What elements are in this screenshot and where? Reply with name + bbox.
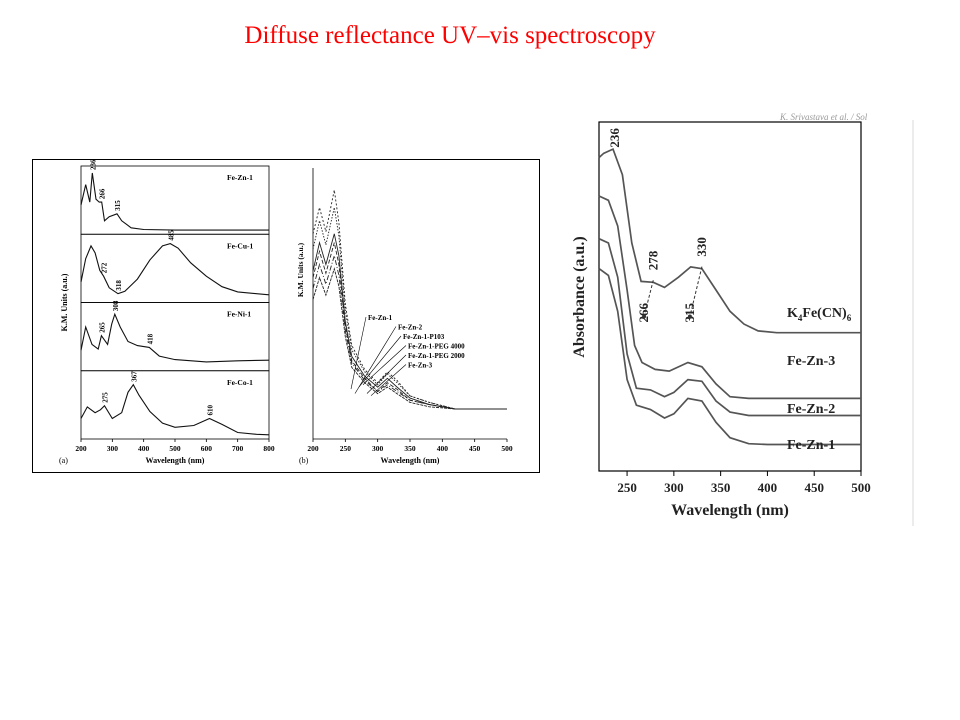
x-tick-label: 200 xyxy=(75,444,87,453)
plot-frame xyxy=(598,121,862,472)
series-line-k4fe-cn-6 xyxy=(598,147,861,334)
series-line-fe-zn-3 xyxy=(312,267,507,410)
peak-label: 236 xyxy=(89,160,97,170)
peak-arrow-head xyxy=(642,314,647,319)
series-line-fe-zn-3 xyxy=(598,195,861,400)
x-tick-label: 200 xyxy=(307,444,319,453)
series-line-fe-zn-1 xyxy=(598,267,861,446)
x-tick-label: 500 xyxy=(169,444,181,453)
slide-title: Diffuse reflectance UV–vis spectroscopy xyxy=(244,22,656,49)
legend-label-fe-zn-1-p103: Fe-Zn-1-P103 xyxy=(403,333,445,341)
header-fragment: K. Srivastava et al. / Sol xyxy=(780,112,868,122)
legend-label-fe-zn-1-peg-2000: Fe-Zn-1-PEG 2000 xyxy=(408,352,465,360)
legend-leader xyxy=(358,335,402,388)
legend-label-k4fe-cn-6: K4Fe(CN)6 xyxy=(787,306,852,323)
peak-annotation-278: 278 xyxy=(645,250,660,270)
peak-label: 485 xyxy=(167,230,175,241)
x-tick-label: 350 xyxy=(711,480,731,495)
legend-label-fe-zn-1: Fe-Zn-1 xyxy=(787,438,835,453)
peak-label: 272 xyxy=(101,262,109,273)
legend-label-fe-zn-1: Fe-Zn-1 xyxy=(368,314,393,322)
x-axis-label: Wavelength (nm) xyxy=(381,456,440,465)
legend-label-fe-zn-3: Fe-Zn-3 xyxy=(408,362,433,370)
x-axis-label: Wavelength (nm) xyxy=(671,502,789,519)
x-tick-label: 400 xyxy=(138,444,150,453)
series-line-fe-co-1 xyxy=(80,383,270,436)
peak-label: 367 xyxy=(130,371,138,382)
y-axis-label: K.M. Units (a.u.) xyxy=(60,273,69,331)
x-tick-label: 400 xyxy=(758,480,778,495)
peak-arrow-head xyxy=(687,314,692,319)
peak-label: 315 xyxy=(114,200,122,211)
panel-label: (b) xyxy=(299,456,309,465)
x-tick-label: 300 xyxy=(107,444,119,453)
peak-label: 610 xyxy=(206,405,214,416)
x-tick-label: 500 xyxy=(501,444,513,453)
x-axis-label: Wavelength (nm) xyxy=(146,456,205,465)
series-line-fe-cu-1 xyxy=(80,243,270,296)
legend-label-fe-zn-1: Fe-Zn-1 xyxy=(227,173,253,182)
series-line-fe-ni-1 xyxy=(80,312,270,363)
x-tick-label: 450 xyxy=(804,480,824,495)
x-tick-label: 400 xyxy=(437,444,449,453)
legend-label-fe-zn-1-peg-4000: Fe-Zn-1-PEG 4000 xyxy=(408,343,465,351)
x-tick-label: 250 xyxy=(340,444,352,453)
peak-label: 265 xyxy=(98,322,106,333)
peak-annotation-315: 315 xyxy=(682,303,697,323)
x-tick-label: 800 xyxy=(263,444,275,453)
series-line-fe-zn-1 xyxy=(312,233,507,410)
figure-right-panel: K. Srivastava et al. / Sol K4Fe(CN)6 Fe-Z… xyxy=(565,112,915,526)
legend-label-fe-zn-2: Fe-Zn-2 xyxy=(398,324,423,332)
legend-label-fe-cu-1: Fe-Cu-1 xyxy=(227,241,253,250)
peak-label: 318 xyxy=(115,280,123,291)
peak-annotation-266: 266 xyxy=(636,303,651,323)
x-tick-label: 300 xyxy=(664,480,684,495)
legend-label-fe-ni-1: Fe-Ni-1 xyxy=(227,310,251,319)
x-tick-label: 600 xyxy=(201,444,213,453)
legend-leader xyxy=(366,354,407,394)
legend-leader xyxy=(370,364,407,396)
series-line-fe-zn-1-peg-4000 xyxy=(312,189,507,410)
legend-leader xyxy=(354,326,397,394)
series-line-fe-zn-2 xyxy=(598,237,861,417)
y-axis-label: K.M. Units (a.u.) xyxy=(296,242,305,297)
series-line-fe-zn-1 xyxy=(80,172,269,231)
peak-annotation-236: 236 xyxy=(607,128,622,148)
x-tick-label: 350 xyxy=(404,444,416,453)
series-line-fe-zn-1-p103 xyxy=(312,207,507,410)
x-tick-label: 250 xyxy=(617,480,637,495)
peak-label: 266 xyxy=(99,188,107,199)
panel-label: (a) xyxy=(59,456,68,465)
x-tick-label: 500 xyxy=(851,480,871,495)
peak-label: 308 xyxy=(112,300,120,311)
peak-annotation-330: 330 xyxy=(694,237,709,257)
legend-label-fe-co-1: Fe-Co-1 xyxy=(227,378,253,387)
legend-label-fe-zn-2: Fe-Zn-2 xyxy=(787,402,835,417)
series-line-fe-zn-2 xyxy=(312,242,507,410)
peak-arrow-line xyxy=(643,280,654,317)
legend-label-fe-zn-3: Fe-Zn-3 xyxy=(787,354,835,369)
legend-leader xyxy=(362,345,407,385)
figure-left-panel: Fe-Zn-1 236 266 315 Fe-Cu-1 272 318 485 Fe-Ni-1 2… xyxy=(32,159,540,473)
x-tick-label: 700 xyxy=(232,444,244,453)
peak-label: 275 xyxy=(102,392,110,403)
peak-label: 418 xyxy=(146,333,154,344)
x-tick-label: 450 xyxy=(469,444,481,453)
y-axis-label: Absorbance (a.u.) xyxy=(571,236,588,357)
peak-arrow-line xyxy=(689,266,703,317)
figure-right-svg: K4Fe(CN)6 Fe-Zn-3 Fe-Zn-2 Fe-Zn-1 236 278 330 2… xyxy=(571,120,914,526)
x-tick-label: 300 xyxy=(372,444,384,453)
figure-left-svg: Fe-Zn-1 236 266 315 Fe-Cu-1 272 318 485 Fe-Ni-1 2… xyxy=(59,159,513,465)
legend-leader xyxy=(350,316,367,390)
